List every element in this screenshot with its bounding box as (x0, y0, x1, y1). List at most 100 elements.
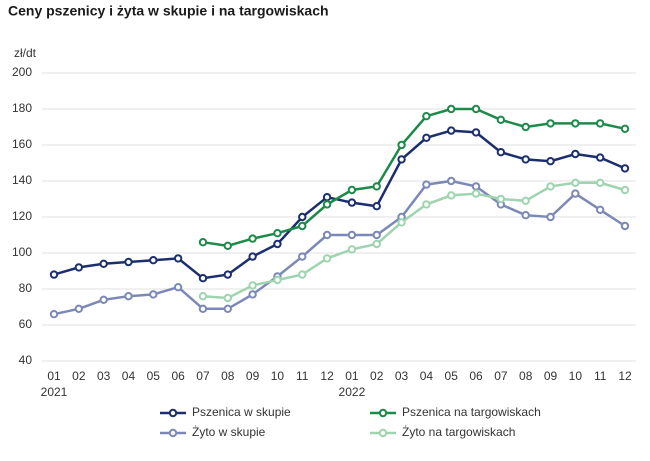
data-point (99, 295, 108, 304)
x-tick-label: 08 (519, 369, 533, 383)
data-point (521, 211, 530, 220)
legend-marker (378, 428, 388, 438)
data-point (173, 283, 183, 292)
data-point (298, 221, 307, 231)
y-tick-label: 180 (12, 101, 32, 115)
x-tick-label: 09 (544, 369, 558, 383)
data-point (447, 191, 456, 200)
data-point (422, 180, 431, 189)
data-point (223, 270, 232, 279)
data-point (571, 189, 580, 198)
data-point (173, 254, 183, 263)
y-tick-label: 160 (12, 137, 32, 151)
x-tick-label: 04 (122, 369, 136, 383)
data-point (546, 212, 555, 222)
data-point (149, 290, 158, 299)
data-point (248, 234, 257, 243)
data-point (248, 290, 257, 299)
x-tick-label: 06 (469, 369, 483, 383)
chart-title: Ceny pszenicy i żyta w skupie i na targo… (8, 3, 329, 19)
x-tick-label: 02 (370, 369, 384, 383)
data-point (571, 119, 580, 128)
data-point (372, 239, 381, 249)
data-point (223, 241, 232, 251)
data-point (322, 254, 332, 263)
x-tick-label: 07 (494, 369, 508, 383)
data-point (471, 189, 481, 198)
data-point (372, 202, 381, 211)
data-point (571, 178, 580, 188)
x-tick-label: 08 (221, 369, 235, 383)
legend-label: Pszenica w skupie (192, 405, 291, 419)
data-point (620, 124, 630, 134)
x-tick-label: 01 (345, 369, 359, 383)
data-point (496, 194, 506, 204)
data-point (49, 270, 59, 279)
y-tick-label: 80 (19, 281, 33, 295)
data-point (521, 122, 530, 132)
series-line (202, 107, 626, 248)
legend-marker (168, 428, 178, 438)
data-point (595, 119, 605, 128)
data-point (149, 256, 158, 265)
data-point (322, 230, 332, 240)
y-tick-label: 100 (12, 245, 32, 259)
data-point (397, 155, 406, 164)
data-point (347, 245, 357, 254)
data-point (372, 230, 381, 240)
data-point (471, 182, 481, 191)
legend-marker (378, 408, 388, 418)
x-tick-label: 05 (147, 369, 161, 383)
x-tick-label: 04 (420, 369, 434, 383)
data-point (124, 292, 133, 301)
data-point (595, 178, 605, 188)
data-point (248, 281, 257, 290)
y-tick-label: 140 (12, 173, 32, 187)
x-tick-label: 02 (72, 369, 86, 383)
data-point (49, 310, 59, 319)
y-tick-label: 60 (19, 317, 33, 331)
data-point (422, 200, 431, 209)
data-point (471, 104, 481, 114)
data-point (447, 104, 456, 114)
year-label: 2021 (41, 385, 68, 399)
data-point (620, 185, 630, 195)
data-point (198, 304, 208, 313)
legend-marker (168, 408, 178, 418)
data-point (322, 200, 332, 209)
data-point (298, 252, 307, 261)
x-tick-label: 11 (594, 369, 607, 383)
data-point (397, 140, 406, 150)
data-point (447, 176, 456, 186)
data-point (595, 205, 605, 215)
y-axis-label: zł/dt (14, 46, 37, 60)
x-tick-label: 12 (618, 369, 632, 383)
data-point (471, 128, 481, 137)
y-tick-label: 40 (19, 353, 33, 367)
data-point (422, 112, 431, 121)
data-point (223, 304, 232, 313)
data-point (422, 133, 431, 143)
data-point (99, 259, 108, 268)
data-point (496, 148, 506, 157)
data-point (595, 153, 605, 162)
data-point (124, 257, 133, 267)
series-line (53, 129, 626, 280)
data-point (397, 218, 406, 227)
data-point (223, 293, 232, 303)
y-tick-label: 200 (12, 65, 32, 79)
legend-label: Żyto w skupie (192, 425, 266, 439)
data-point (620, 164, 630, 173)
data-point (447, 126, 456, 135)
data-point (198, 292, 208, 301)
x-tick-label: 03 (97, 369, 111, 383)
data-point (273, 229, 282, 238)
data-point (273, 239, 282, 249)
x-tick-label: 07 (196, 369, 210, 383)
data-point (248, 252, 257, 261)
data-point (298, 270, 307, 279)
data-point (347, 185, 357, 195)
x-tick-label: 10 (569, 369, 583, 383)
data-point (74, 304, 84, 313)
